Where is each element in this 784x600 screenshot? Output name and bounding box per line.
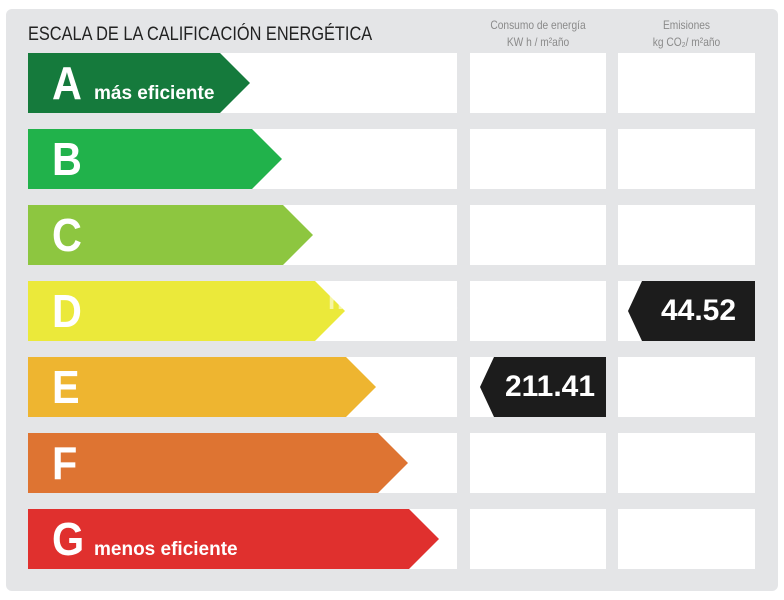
rating-note-a: más eficiente <box>94 83 215 104</box>
rating-arrow-shape-e <box>28 357 376 417</box>
consumo-column-header: Consumo de energía KW h / m²año <box>480 17 596 51</box>
emisiones-marker-value: 44.52 <box>660 294 737 327</box>
watermark: habitaclia <box>328 285 458 315</box>
rating-arrow-fill-a <box>28 53 250 113</box>
rating-arrow-d: D <box>28 281 345 341</box>
rating-note-g: menos eficiente <box>94 539 238 560</box>
emisiones-marker-shape <box>628 281 755 341</box>
cell-c2-f <box>618 433 755 493</box>
rating-arrow-shape-f <box>28 433 408 493</box>
cell-c1-b <box>470 129 606 189</box>
rating-arrow-e: E <box>28 357 376 417</box>
cell-c1-f <box>470 433 606 493</box>
consumo-header-line1: Consumo de energía <box>490 18 586 32</box>
rating-arrow-shape-c <box>28 205 313 265</box>
rating-arrow-fill-b <box>28 129 282 189</box>
emisiones-marker: 44.52 <box>628 281 755 341</box>
rating-letter-f: F <box>52 437 78 489</box>
rating-arrow-b: B <box>28 129 282 189</box>
rating-letter-c: C <box>52 209 82 261</box>
rating-arrow-fill-d <box>28 281 345 341</box>
rating-arrow-shape-b <box>28 129 282 189</box>
rating-letter-d: D <box>52 285 82 337</box>
rating-arrow-fill-g <box>28 509 439 569</box>
rating-letter-g: G <box>52 513 85 565</box>
cell-c2-b <box>618 129 755 189</box>
emisiones-header-unit: kg CO₂/ m²año <box>652 35 721 49</box>
rating-letter-b: B <box>52 133 82 185</box>
rating-arrow-fill-f <box>28 433 408 493</box>
cell-c2-e <box>618 357 755 417</box>
consumo-header-unit: KW h / m²año <box>506 35 570 49</box>
rating-arrow-f: F <box>28 433 408 493</box>
consumo-marker: 211.41 <box>480 357 606 417</box>
rating-arrow-c: C <box>28 205 313 265</box>
cell-c2-a <box>618 53 755 113</box>
cell-c1-c <box>470 205 606 265</box>
cell-c2-g <box>618 509 755 569</box>
consumo-marker-value: 211.41 <box>504 370 596 403</box>
cell-c1-a <box>470 53 606 113</box>
rating-arrow-shape-d <box>28 281 345 341</box>
emisiones-header-line1: Emisiones <box>662 18 711 32</box>
rating-arrow-shape-g <box>28 509 439 569</box>
rating-arrow-shape-a <box>28 53 250 113</box>
cell-c1-g <box>470 509 606 569</box>
cell-c1-d <box>470 281 606 341</box>
rating-letter-e: E <box>52 361 80 413</box>
rating-arrow-fill-e <box>28 357 376 417</box>
cell-c2-c <box>618 205 755 265</box>
scale-title: ESCALA DE LA CALIFICACIÓN ENERGÉTICA <box>28 24 373 45</box>
emisiones-column-header: Emisiones kg CO₂/ m²año <box>628 17 744 51</box>
consumo-marker-shape <box>480 357 606 417</box>
rating-arrow-fill-c <box>28 205 313 265</box>
rating-letter-a: A <box>52 57 82 109</box>
